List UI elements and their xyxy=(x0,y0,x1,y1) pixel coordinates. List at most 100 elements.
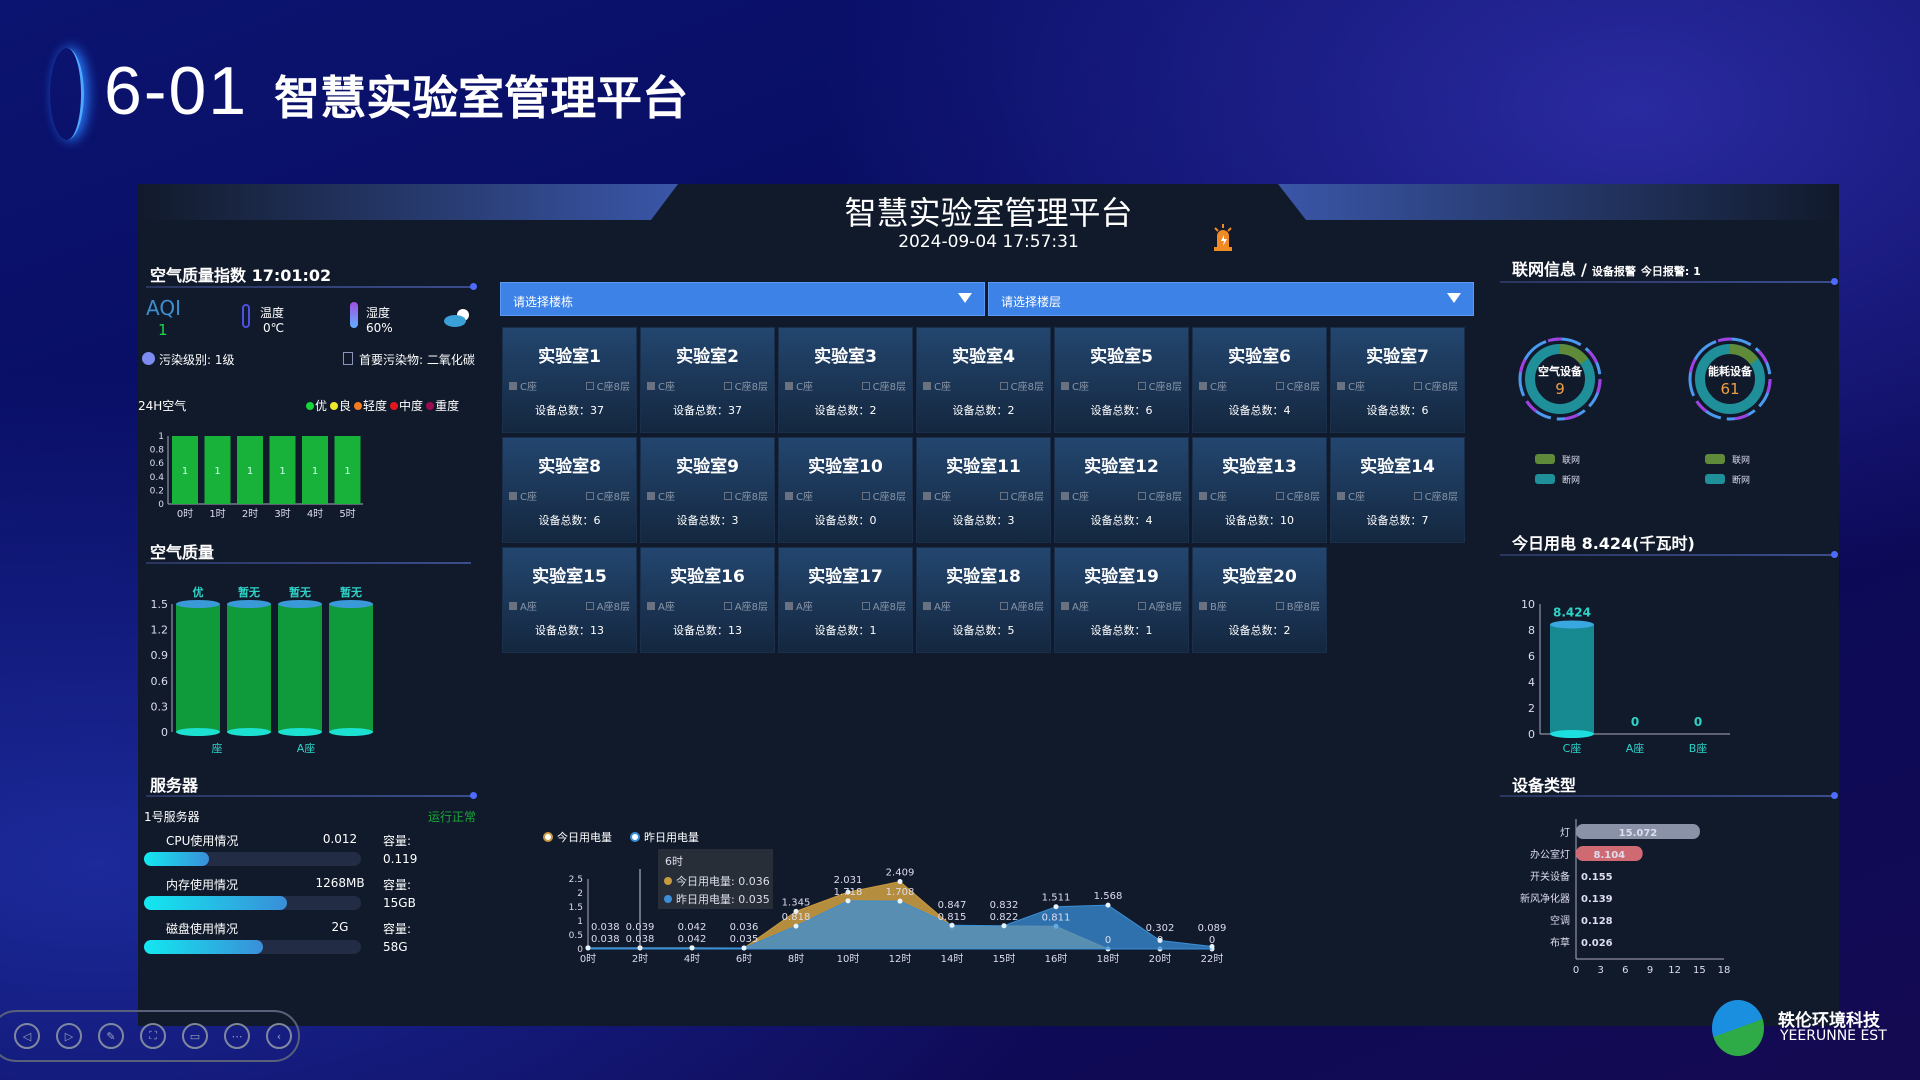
lab-card[interactable]: 实验室17 A座 A座8层 设备总数：1 xyxy=(778,547,913,653)
building-icon xyxy=(509,492,517,500)
next-icon[interactable]: ▷ xyxy=(56,1023,82,1049)
building-icon xyxy=(1337,382,1345,390)
lab-card[interactable]: 实验室8 C座 C座8层 设备总数：6 xyxy=(502,437,637,543)
data-point[interactable] xyxy=(949,922,955,928)
lab-floor: C座8层 xyxy=(861,378,906,393)
humidity-value: 60% xyxy=(366,321,393,335)
prev-icon[interactable]: ◁ xyxy=(14,1023,40,1049)
data-point[interactable] xyxy=(741,945,747,951)
lab-card[interactable]: 实验室12 C座 C座8层 设备总数：4 xyxy=(1054,437,1189,543)
lab-card[interactable]: 实验室14 C座 C座8层 设备总数：7 xyxy=(1330,437,1465,543)
data-point[interactable] xyxy=(1105,902,1111,908)
x-tick-label: 2时 xyxy=(632,953,648,965)
alarm-light-icon[interactable] xyxy=(1212,222,1234,252)
lab-card[interactable]: 实验室6 C座 C座8层 设备总数：4 xyxy=(1192,327,1327,433)
back-icon[interactable]: ‹ xyxy=(266,1023,292,1049)
lab-device-count: 设备总数：1 xyxy=(814,624,877,637)
lab-card[interactable]: 实验室3 C座 C座8层 设备总数：2 xyxy=(778,327,913,433)
data-label: 0.038 xyxy=(591,934,620,945)
data-point[interactable] xyxy=(1053,904,1059,910)
lab-card[interactable]: 实验室10 C座 C座8层 设备总数：0 xyxy=(778,437,913,543)
data-label: 2.409 xyxy=(886,868,915,879)
lab-building-text: A座 xyxy=(658,602,675,613)
lab-device-count: 设备总数：6 xyxy=(1366,404,1429,417)
y-tick-label: 0.6 xyxy=(150,459,165,469)
lab-card[interactable]: 实验室15 A座 A座8层 设备总数：13 xyxy=(502,547,637,653)
lab-device-count: 设备总数：4 xyxy=(1228,404,1291,417)
floor-icon xyxy=(861,382,870,390)
cylinder-top xyxy=(329,600,373,608)
lab-card[interactable]: 实验室1 C座 C座8层 设备总数：37 xyxy=(502,327,637,433)
y-tick-label: 0.5 xyxy=(569,931,583,941)
floor-icon xyxy=(861,492,870,500)
cylinder-bar xyxy=(176,604,220,732)
y-tick-label: 0 xyxy=(577,945,583,955)
floor-select[interactable]: 请选择楼层 xyxy=(988,282,1474,316)
lab-building-text: C座 xyxy=(796,382,813,393)
bar xyxy=(1576,824,1700,839)
lab-card[interactable]: 实验室11 C座 C座8层 设备总数：3 xyxy=(916,437,1051,543)
tooltip-marker xyxy=(664,895,672,903)
cylinder-bar xyxy=(278,604,322,732)
building-icon xyxy=(1199,492,1207,500)
data-point[interactable] xyxy=(897,879,903,885)
cylinder-top xyxy=(278,600,322,608)
lab-floor-text: C座8层 xyxy=(1286,382,1320,393)
data-point[interactable] xyxy=(897,898,903,904)
y-tick-label: 0.8 xyxy=(150,446,165,456)
cylinder-top xyxy=(227,600,271,608)
lab-card[interactable]: 实验室7 C座 C座8层 设备总数：6 xyxy=(1330,327,1465,433)
data-point[interactable] xyxy=(689,945,695,951)
lab-name: 实验室11 xyxy=(946,457,1021,477)
floor-select-placeholder: 请选择楼层 xyxy=(1001,295,1062,309)
cylinder-base xyxy=(176,728,220,736)
lab-floor-text: C座8层 xyxy=(734,492,768,503)
lab-building: C座 xyxy=(647,488,675,503)
lab-floor-text: C座8层 xyxy=(596,382,630,393)
lab-floor: A座8层 xyxy=(861,598,906,613)
lab-building-text: B座 xyxy=(1210,602,1227,613)
pollutant-icon xyxy=(343,352,353,365)
lab-card[interactable]: 实验室16 A座 A座8层 设备总数：13 xyxy=(640,547,775,653)
building-icon xyxy=(923,602,931,610)
y-tick-label: 0.4 xyxy=(150,473,165,483)
screenshot-icon[interactable]: ⛶ xyxy=(140,1023,166,1049)
data-point[interactable] xyxy=(845,889,851,895)
lab-card[interactable]: 实验室4 C座 C座8层 设备总数：2 xyxy=(916,327,1051,433)
lab-card[interactable]: 实验室19 A座 A座8层 设备总数：1 xyxy=(1054,547,1189,653)
data-point[interactable] xyxy=(1209,944,1215,950)
lab-card[interactable]: 实验室20 B座 B座8层 设备总数：2 xyxy=(1192,547,1327,653)
pen-icon[interactable]: ✎ xyxy=(98,1023,124,1049)
data-point[interactable] xyxy=(845,898,851,904)
data-label: 1.511 xyxy=(1042,893,1071,904)
y-tick-label: 1.5 xyxy=(151,598,169,611)
legend-item[interactable]: 昨日用电量 xyxy=(630,829,699,845)
dashboard: 智慧实验室管理平台 2024-09-04 17:57:31 空气质量指数 17:… xyxy=(138,184,1839,1026)
lab-card[interactable]: 实验室9 C座 C座8层 设备总数：3 xyxy=(640,437,775,543)
lab-card[interactable]: 实验室2 C座 C座8层 设备总数：37 xyxy=(640,327,775,433)
data-point[interactable] xyxy=(585,945,591,951)
y-tick-label: 1 xyxy=(577,917,583,927)
data-label: 0.038 xyxy=(591,922,620,933)
data-point[interactable] xyxy=(793,923,799,929)
lab-card[interactable]: 实验室13 C座 C座8层 设备总数：10 xyxy=(1192,437,1327,543)
lab-floor: C座8层 xyxy=(1413,488,1458,503)
data-point[interactable] xyxy=(793,908,799,914)
data-point[interactable] xyxy=(1157,938,1163,944)
device-alarm-link[interactable]: 设备报警 xyxy=(1591,265,1636,278)
bar-value-label: 1 xyxy=(312,466,318,477)
y-tick-label: 0 xyxy=(1528,728,1535,741)
screen-icon[interactable]: ▭ xyxy=(182,1023,208,1049)
data-point[interactable] xyxy=(1001,923,1007,929)
x-tick-label: 6 xyxy=(1622,965,1628,976)
lab-card[interactable]: 实验室18 A座 A座8层 设备总数：5 xyxy=(916,547,1051,653)
lab-card[interactable]: 实验室5 C座 C座8层 设备总数：6 xyxy=(1054,327,1189,433)
y-tick-label: 布草 xyxy=(1550,937,1570,949)
more-icon[interactable]: ⋯ xyxy=(224,1023,250,1049)
building-icon xyxy=(1061,382,1069,390)
building-select[interactable]: 请选择楼栋 xyxy=(500,282,985,316)
y-tick-label: 办公室灯 xyxy=(1530,848,1570,861)
legend-item[interactable]: 今日用电量 xyxy=(543,829,612,845)
slide-name: 智慧实验室管理平台 xyxy=(274,71,689,125)
legend-label: 昨日用电量 xyxy=(644,831,699,844)
